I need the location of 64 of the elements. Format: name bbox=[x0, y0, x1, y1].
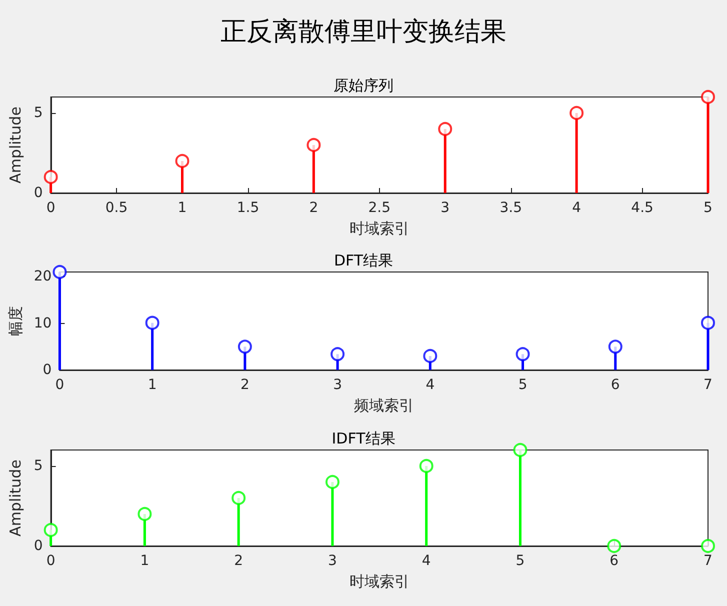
x-tick-label: 5 bbox=[518, 377, 528, 393]
x-tick-label: 1.5 bbox=[236, 200, 260, 216]
x-tick-label: 4 bbox=[572, 200, 582, 216]
x-tick-label: 1 bbox=[148, 377, 157, 393]
y-axis-title: Amplitude bbox=[6, 460, 24, 536]
chart-title: DFT结果 bbox=[334, 252, 394, 270]
point bbox=[232, 491, 246, 505]
chart-title: 正反离散傅里叶变换结果 bbox=[220, 17, 506, 47]
chart-title: IDFT结果 bbox=[332, 430, 396, 448]
x-tick-label: 0.5 bbox=[105, 200, 128, 216]
x-tick-label: 1 bbox=[178, 200, 187, 216]
x-tick-label: 7 bbox=[704, 377, 712, 393]
point bbox=[238, 340, 252, 354]
y-axis-title: 幅度 bbox=[6, 306, 24, 336]
x-tick-label: 3 bbox=[440, 200, 450, 216]
x-tick-label: 6 bbox=[610, 553, 619, 569]
y-tick-label: 0 bbox=[34, 185, 43, 201]
point bbox=[419, 459, 434, 473]
y-tick-label: 20 bbox=[34, 268, 52, 285]
x-tick-label: 6 bbox=[610, 377, 620, 393]
x-tick-label: 2 bbox=[309, 200, 318, 216]
x-axis-title: 时域索引 bbox=[349, 220, 410, 238]
x-tick-label: 7 bbox=[704, 553, 712, 569]
point bbox=[330, 347, 345, 362]
x-axis-title: 频域索引 bbox=[354, 396, 414, 414]
y-axis-title: Amplitude bbox=[6, 106, 24, 184]
y-tick-label: 10 bbox=[34, 315, 52, 332]
y-tick-label: 0 bbox=[34, 538, 43, 554]
point bbox=[138, 507, 152, 521]
point bbox=[175, 154, 190, 168]
point bbox=[438, 122, 452, 136]
x-tick-label: 2 bbox=[240, 377, 250, 393]
x-tick-label: 4 bbox=[422, 553, 431, 569]
point bbox=[513, 443, 528, 457]
point bbox=[44, 523, 58, 537]
y-tick-label: 5 bbox=[34, 105, 43, 121]
x-tick-label: 2 bbox=[234, 553, 244, 569]
x-tick-label: 5 bbox=[516, 553, 525, 569]
point bbox=[701, 90, 715, 104]
point bbox=[423, 349, 438, 363]
point bbox=[570, 106, 584, 120]
y-tick-label: 5 bbox=[34, 458, 43, 474]
x-tick-label: 2.5 bbox=[368, 200, 391, 216]
point bbox=[608, 340, 622, 354]
x-tick-label: 3.5 bbox=[500, 200, 522, 216]
point bbox=[701, 539, 715, 553]
point bbox=[306, 138, 321, 152]
point bbox=[52, 265, 67, 279]
point bbox=[325, 475, 340, 489]
point bbox=[145, 316, 160, 330]
point bbox=[516, 347, 530, 362]
chart-subtitle: 原始序列 bbox=[334, 76, 394, 94]
y-tick-label: 0 bbox=[42, 362, 52, 378]
x-tick-label: 4.5 bbox=[631, 200, 654, 216]
x-tick-label: 3 bbox=[328, 553, 337, 569]
x-tick-label: 4 bbox=[426, 377, 435, 393]
x-tick-label: 1 bbox=[140, 553, 150, 569]
point bbox=[701, 316, 715, 330]
x-tick-label: 5 bbox=[704, 200, 712, 216]
point bbox=[44, 170, 58, 184]
x-axis-title: 时域索引 bbox=[349, 572, 410, 590]
x-tick-label: 0 bbox=[55, 377, 64, 393]
x-tick-label: 3 bbox=[333, 377, 342, 393]
point bbox=[607, 539, 622, 553]
